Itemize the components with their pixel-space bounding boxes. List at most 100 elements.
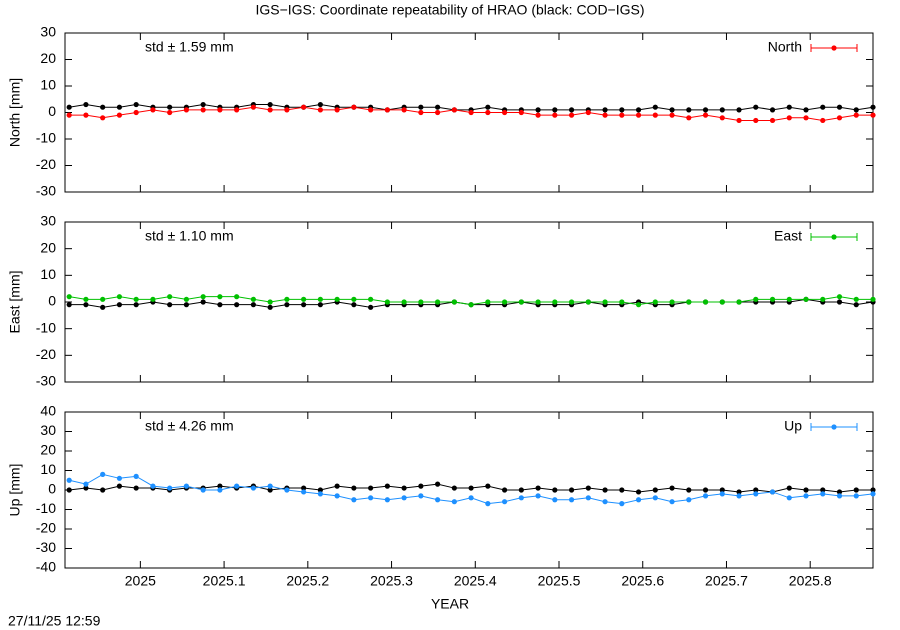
point [836, 493, 843, 499]
point [602, 487, 608, 493]
point [451, 499, 457, 505]
point [485, 109, 491, 116]
point [669, 107, 675, 113]
point [334, 107, 340, 113]
point [167, 294, 173, 300]
y-tick-label: -20 [36, 520, 56, 536]
point [552, 112, 558, 118]
point [686, 497, 692, 503]
point [803, 107, 809, 113]
point [535, 299, 541, 305]
y-tick-label: 10 [40, 266, 56, 282]
point [535, 112, 541, 118]
point [485, 501, 491, 507]
point [200, 101, 206, 108]
y-tick-label: 0 [48, 481, 56, 497]
y-tick-label: -30 [36, 183, 56, 199]
point [836, 104, 843, 110]
point [686, 115, 692, 121]
point [200, 299, 206, 305]
point [769, 296, 776, 302]
y-tick-label: -30 [36, 373, 56, 389]
point [585, 299, 591, 305]
point [719, 299, 725, 305]
x-tick-label: 2025.4 [454, 573, 497, 589]
point [736, 489, 742, 495]
point [468, 495, 474, 501]
point [451, 299, 457, 305]
point [66, 477, 72, 483]
point [150, 483, 156, 489]
point [719, 487, 725, 493]
point [284, 107, 290, 113]
point [853, 296, 859, 302]
point [552, 299, 558, 305]
y-tick-label: 30 [40, 24, 56, 40]
point [719, 107, 725, 113]
point [435, 497, 441, 503]
point [602, 499, 608, 505]
x-tick-label: 2025.7 [705, 573, 748, 589]
std-annotation: std ± 1.10 mm [145, 228, 234, 244]
point [100, 304, 106, 310]
point [250, 104, 256, 110]
point [535, 107, 541, 113]
point [619, 112, 625, 118]
point [435, 104, 441, 110]
point [485, 299, 491, 305]
point [870, 487, 876, 493]
point [820, 487, 826, 493]
point [183, 302, 190, 308]
point [83, 101, 89, 108]
point [568, 107, 575, 113]
point [786, 485, 792, 491]
point [870, 112, 876, 118]
point [384, 107, 390, 113]
point [234, 107, 240, 113]
point [267, 483, 273, 489]
point [568, 497, 575, 503]
point [686, 487, 692, 493]
point [217, 487, 223, 493]
point [284, 302, 290, 308]
point [619, 107, 625, 113]
point [200, 487, 206, 493]
point [435, 481, 441, 487]
y-tick-label: 20 [40, 239, 56, 255]
point [602, 107, 608, 113]
x-tick-label: 2025.5 [538, 573, 581, 589]
legend-label: North [768, 39, 802, 55]
point [736, 493, 742, 499]
point [753, 104, 759, 110]
point [401, 495, 407, 501]
legend-marker [831, 234, 837, 240]
point [585, 495, 591, 501]
x-tick-label: 2025.6 [621, 573, 664, 589]
point [116, 475, 123, 481]
point [234, 302, 240, 308]
x-tick-label: 2025.8 [789, 573, 832, 589]
point [786, 296, 792, 302]
timestamp: 27/11/25 12:59 [8, 613, 101, 629]
point [803, 493, 809, 499]
point [619, 487, 625, 493]
point [351, 485, 357, 491]
x-tick-label: 2025.2 [286, 573, 329, 589]
point [401, 485, 407, 491]
point [150, 107, 156, 113]
legend-marker [831, 424, 837, 430]
point [602, 112, 608, 118]
point [351, 302, 357, 308]
y-tick-label: 20 [40, 50, 56, 66]
point [167, 104, 173, 110]
point [267, 304, 273, 310]
point [803, 487, 809, 493]
point [116, 294, 123, 300]
y-tick-label: -20 [36, 346, 56, 362]
x-tick-label: 2025.1 [203, 573, 246, 589]
point [401, 107, 407, 113]
point [719, 491, 725, 497]
point [301, 104, 307, 110]
y-tick-label: 0 [48, 103, 56, 119]
y-tick-label: -10 [36, 319, 56, 335]
